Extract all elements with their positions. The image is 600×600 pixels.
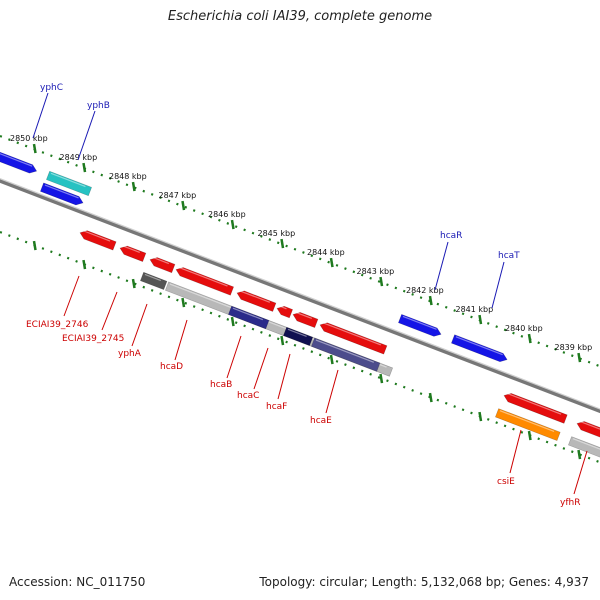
operon-blue-hcaC [282, 326, 314, 347]
upper-major-tick [32, 143, 37, 154]
lower-major-tick [82, 259, 87, 270]
upper-major-tick [181, 200, 186, 211]
gene-hcaB-leader [226, 335, 242, 379]
lower-major-tick [527, 430, 532, 441]
gene-hcaT-leader [491, 261, 505, 309]
topology-text: Topology: circular; Length: 5,132,068 bp… [259, 575, 589, 589]
kbp-label: 2848 kbp [109, 172, 147, 181]
operon-blue-hcaB [227, 305, 270, 330]
gene-hcaT [450, 334, 508, 363]
gene-hcaC-label: hcaC [237, 391, 259, 401]
gene-hcaR-label: hcaR [440, 231, 462, 241]
operon-grey-dark [139, 271, 168, 291]
lower-major-tick [329, 354, 334, 365]
gene-yfhR-label: yfhR [560, 498, 580, 508]
operon-blue-hcaE [310, 337, 381, 372]
gene-hcaE-label: hcaE [310, 416, 332, 426]
gene-hcaT-label: hcaT [498, 251, 520, 261]
kbp-label: 2839 kbp [555, 343, 593, 352]
gene-csiE-label: csiE [497, 477, 515, 487]
gene-csiE-leader [509, 429, 522, 474]
backbone-highlight [0, 178, 600, 410]
gene-yphC-label: yphC [40, 83, 63, 93]
gene-yphA-label: yphA [118, 349, 142, 359]
kbp-label: 2847 kbp [159, 191, 197, 200]
lower-major-tick [230, 316, 235, 327]
gene-csiE [503, 392, 568, 424]
gene-hcaR [397, 313, 442, 337]
kbp-label: 2844 kbp [307, 248, 345, 257]
upper-major-tick [329, 257, 334, 268]
upper-major-tick [478, 314, 483, 325]
gene-hcaB [236, 290, 277, 312]
upper-major-tick [82, 162, 87, 173]
lower-major-tick [131, 278, 136, 289]
gene-hcaR-leader [434, 241, 449, 291]
gene-yphA-leader [131, 303, 148, 347]
gene-yphB-highlight [45, 170, 93, 197]
lower-major-tick [280, 335, 285, 346]
gene-hcaD-label: hcaD [160, 362, 183, 372]
gene-hcaF-label: hcaF [266, 402, 287, 412]
gene-hcaC-leader [253, 347, 269, 390]
kbp-label: 2846 kbp [208, 210, 246, 219]
gene-yphB-label: yphB [87, 101, 110, 111]
lower-major-tick [428, 392, 433, 403]
gene-yphB [39, 182, 84, 206]
gene-yphC-leader [32, 92, 49, 139]
upper-major-tick [577, 352, 582, 363]
gene-ECIAI39_2745 [119, 245, 147, 262]
gene-csiE-highlight [494, 408, 561, 442]
gene-ECIAI39_2746 [79, 230, 117, 251]
lower-scale-track [0, 230, 600, 464]
gene-hcaE-leader [325, 369, 339, 414]
kbp-label: 2850 kbp [10, 134, 48, 143]
pseudo-yfhR [567, 436, 600, 460]
lower-major-tick [379, 373, 384, 384]
kbp-label: 2842 kbp [406, 286, 444, 295]
genome-title: Escherichia coli IAI39, complete genome [167, 9, 433, 24]
lower-major-tick [577, 449, 582, 460]
gene-hcaE [319, 322, 388, 355]
lower-major-tick [181, 297, 186, 308]
gene-ECIAI39_2746-leader [63, 275, 80, 317]
kbp-label: 2845 kbp [258, 229, 296, 238]
gene-yphA [149, 256, 176, 274]
upper-major-tick [428, 295, 433, 306]
gene-hcaF-leader [277, 353, 291, 400]
kbp-label: 2841 kbp [456, 305, 494, 314]
gene-hcaD [175, 266, 235, 296]
lower-major-tick [32, 240, 37, 251]
upper-major-tick [230, 219, 235, 230]
gene-hcaB-label: hcaB [210, 380, 232, 390]
kbp-label: 2840 kbp [505, 324, 543, 333]
gene-yfhR-leader [573, 450, 588, 495]
upper-major-tick [131, 181, 136, 192]
gene-yfhR [576, 420, 600, 443]
gene-hcaC [276, 305, 294, 319]
gene-ECIAI39_2745-label: ECIAI39_2745 [62, 334, 124, 344]
gene-ECIAI39_2745-leader [101, 291, 118, 331]
kbp-label: 2843 kbp [357, 267, 395, 276]
lower-major-tick [478, 411, 483, 422]
gene-hcaF [292, 311, 319, 329]
upper-major-tick [379, 276, 384, 287]
gene-ECIAI39_2746-label: ECIAI39_2746 [26, 320, 89, 330]
accession-text: Accession: NC_011750 [9, 575, 146, 589]
gene-hcaD-leader [174, 319, 188, 361]
upper-major-tick [527, 333, 532, 344]
upper-major-tick [280, 238, 285, 249]
gene-yphC [0, 148, 38, 174]
backbone [0, 178, 600, 414]
gene-yphB-leader [77, 110, 96, 161]
